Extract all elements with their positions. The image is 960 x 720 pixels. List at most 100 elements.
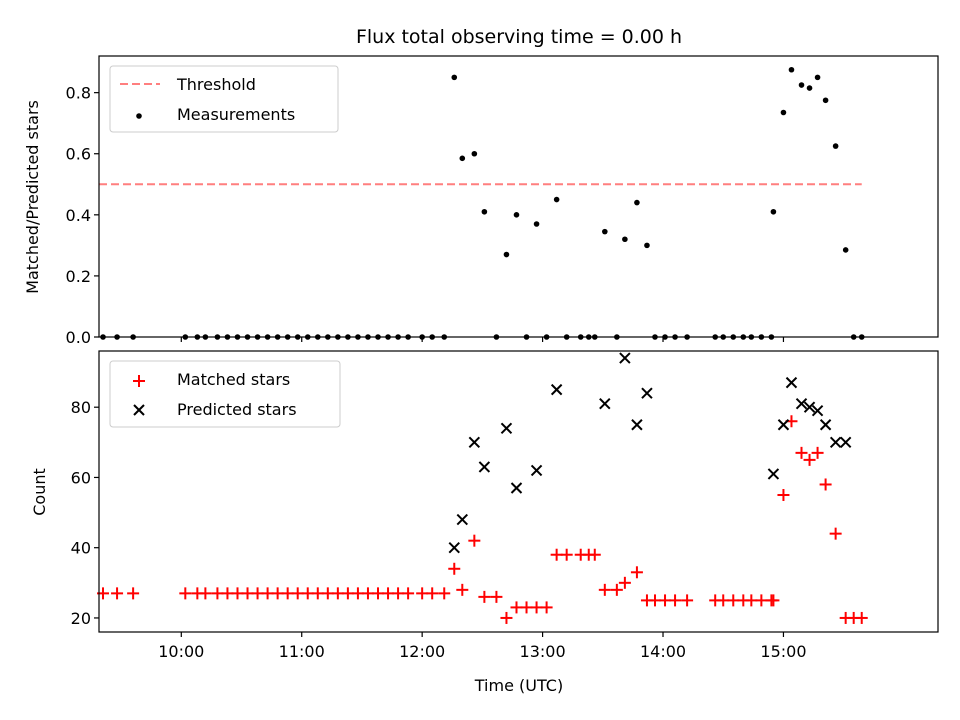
matched-star-point — [321, 587, 334, 600]
x-tick-label: 13:00 — [520, 642, 566, 661]
measurement-point — [634, 199, 640, 206]
predicted-stars-points — [448, 352, 852, 554]
matched-star-point — [241, 587, 254, 600]
matched-star-point — [456, 583, 469, 596]
matched-star-point — [221, 587, 234, 600]
predicted-star-point — [619, 352, 631, 364]
predicted-star-point — [631, 419, 643, 431]
x-tick-label: 12:00 — [399, 642, 445, 661]
matched-star-point — [618, 576, 631, 589]
matched-star-point — [659, 594, 672, 607]
x-tick-label: 14:00 — [640, 642, 686, 661]
matched-legend-swatch — [133, 375, 145, 387]
measurement-point — [788, 66, 795, 73]
predicted-star-point — [510, 482, 523, 494]
ratio-legend: Threshold Measurements — [109, 65, 339, 133]
x-tick-label: 10:00 — [158, 642, 204, 661]
ratio-x-ticks — [180, 337, 785, 342]
predicted-star-point — [811, 405, 824, 417]
matched-legend-label: Matched stars — [177, 370, 290, 389]
measurement-point — [770, 208, 777, 215]
chart-title: Flux total observing time = 0.00 h — [356, 26, 682, 48]
matched-star-point — [610, 583, 623, 596]
matched-star-point — [199, 587, 212, 600]
predicted-star-point — [478, 461, 491, 473]
matched-star-point — [727, 594, 740, 607]
measurement-point — [503, 251, 510, 258]
matched-star-point — [361, 587, 374, 600]
matched-star-point — [681, 594, 694, 607]
matched-star-point — [271, 587, 284, 600]
measurements-legend-swatch — [136, 113, 142, 119]
y-tick-label: 20 — [71, 609, 91, 628]
matched-star-point — [490, 590, 503, 603]
measurement-point — [553, 196, 560, 203]
ratio-y-axis-label: Matched/Predicted stars — [23, 100, 42, 294]
matched-star-point — [777, 489, 790, 502]
predicted-legend-label: Predicted stars — [177, 400, 297, 419]
count-x-axis: 10:00 11:00 12:00 13:00 14:00 15:00 — [158, 632, 807, 661]
matched-star-point — [811, 446, 824, 459]
matched-star-point — [448, 562, 461, 575]
matched-star-point — [648, 594, 661, 607]
predicted-star-point — [456, 513, 469, 526]
matched-star-point — [500, 611, 513, 624]
matched-star-point — [438, 587, 451, 600]
matched-star-point — [468, 534, 481, 547]
predicted-star-point — [641, 387, 653, 399]
measurement-point — [533, 221, 540, 227]
matched-stars-points — [97, 415, 868, 624]
matched-star-point — [111, 587, 124, 600]
matched-star-point — [402, 587, 415, 600]
matched-star-point — [261, 587, 274, 600]
predicted-legend-swatch — [133, 404, 145, 416]
count-plot-frame — [98, 350, 939, 633]
predicted-star-point — [803, 401, 816, 413]
count-legend: Matched stars Predicted stars — [109, 360, 341, 428]
measurement-point — [471, 150, 478, 157]
matched-star-point — [211, 587, 224, 600]
matched-star-point — [745, 594, 758, 607]
y-tick-label: 40 — [71, 539, 91, 558]
predicted-star-point — [839, 436, 852, 449]
matched-star-point — [530, 601, 543, 614]
matched-star-point — [510, 601, 523, 614]
matched-star-point — [829, 527, 842, 540]
matched-star-point — [426, 587, 439, 600]
measurement-point — [798, 82, 805, 88]
matched-star-point — [251, 587, 264, 600]
threshold-legend-label: Threshold — [176, 75, 256, 94]
count-y-axis: 20 40 60 80 — [71, 398, 99, 628]
ratio-legend-box — [109, 65, 339, 133]
predicted-star-point — [819, 419, 832, 431]
matched-star-point — [717, 594, 730, 607]
matched-star-point — [179, 587, 192, 600]
y-tick-label: 0.2 — [66, 267, 91, 286]
matched-star-point — [855, 611, 868, 624]
y-tick-label: 0.0 — [66, 328, 91, 347]
matched-star-point — [351, 587, 364, 600]
measurement-point — [806, 85, 813, 91]
predicted-star-point — [785, 376, 798, 389]
count-legend-box — [109, 360, 341, 428]
matched-star-point — [331, 587, 344, 600]
measurement-point — [622, 236, 628, 243]
predicted-star-point — [500, 422, 513, 434]
count-x-axis-label: Time (UTC) — [474, 676, 563, 695]
measurement-point — [602, 228, 608, 235]
ratio-panel: 0.00.20.40.60.8 Matched/Predicted stars … — [23, 55, 939, 347]
ratio-plot-frame — [98, 55, 939, 338]
matched-star-point — [630, 566, 643, 579]
matched-star-point — [416, 587, 429, 600]
predicted-star-point — [550, 383, 563, 396]
y-tick-label: 0.6 — [66, 145, 91, 164]
measurement-point — [780, 109, 787, 116]
matched-star-point — [819, 478, 832, 491]
matched-star-point — [231, 587, 244, 600]
matched-star-point — [392, 587, 405, 600]
matched-star-point — [598, 583, 611, 596]
matched-star-point — [520, 601, 533, 614]
measurements-legend-label: Measurements — [177, 105, 295, 124]
